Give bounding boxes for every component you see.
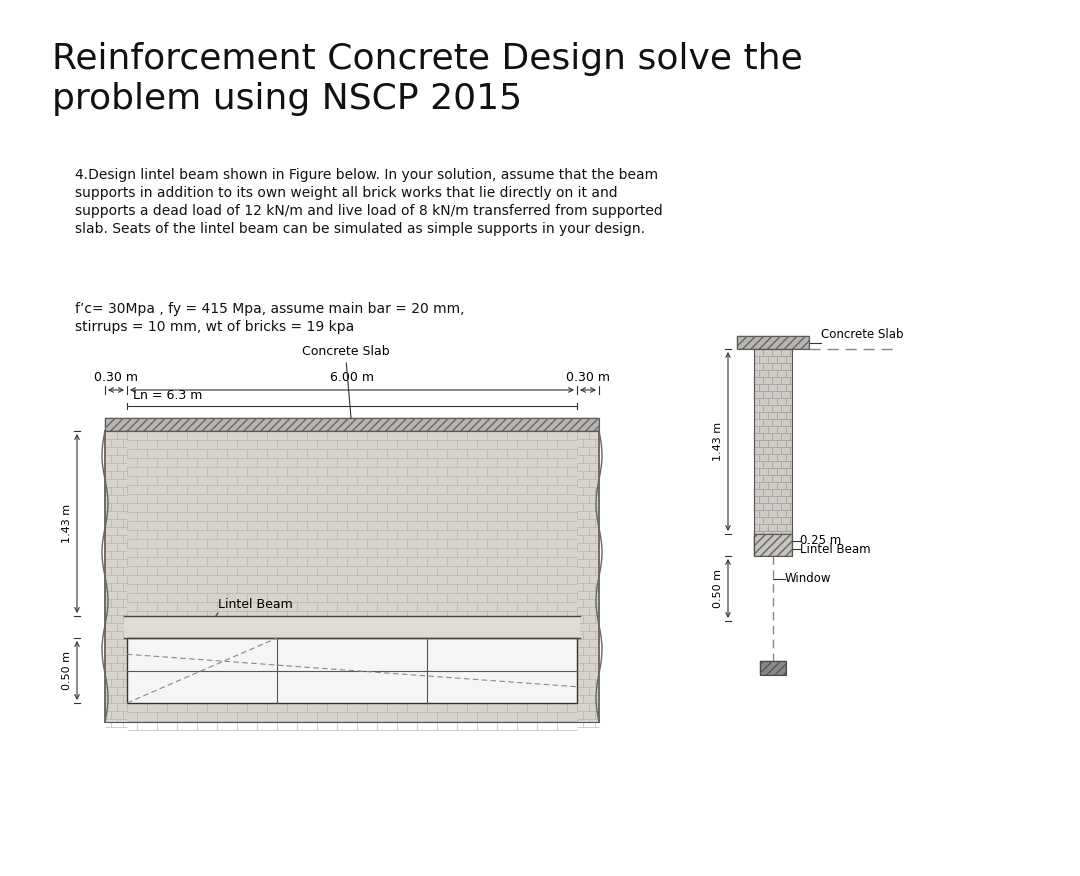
Text: supports a dead load of 12 kN/m and live load of 8 kN/m transferred from support: supports a dead load of 12 kN/m and live… — [75, 204, 663, 218]
Bar — [754, 534, 792, 556]
Text: Concrete Slab: Concrete Slab — [821, 328, 904, 341]
Bar — [754, 349, 792, 534]
Bar — [737, 336, 809, 349]
Text: 0.30 m: 0.30 m — [566, 371, 610, 384]
Text: Lintel Beam: Lintel Beam — [800, 543, 870, 556]
Text: stirrups = 10 mm, wt of bricks = 19 kpa: stirrups = 10 mm, wt of bricks = 19 kpa — [75, 320, 354, 334]
Text: Window: Window — [137, 649, 187, 662]
Bar — [105, 418, 599, 431]
Text: 0.50 m: 0.50 m — [62, 651, 72, 690]
Bar — [127, 638, 577, 703]
Text: 4.Design lintel beam shown in Figure below. In your solution, assume that the be: 4.Design lintel beam shown in Figure bel… — [75, 168, 658, 182]
Text: problem using NSCP 2015: problem using NSCP 2015 — [52, 82, 522, 116]
Bar — [577, 431, 599, 722]
Bar — [760, 661, 786, 675]
Text: 6.00 m: 6.00 m — [330, 371, 374, 384]
Text: Window: Window — [785, 572, 832, 585]
Text: Concrete Slab: Concrete Slab — [302, 345, 390, 358]
Bar — [760, 661, 786, 675]
Bar — [754, 534, 792, 556]
Bar — [105, 418, 599, 431]
Bar — [127, 431, 577, 616]
Text: f’c= 30Mpa , fy = 415 Mpa, assume main bar = 20 mm,: f’c= 30Mpa , fy = 415 Mpa, assume main b… — [75, 302, 464, 316]
Bar — [105, 431, 127, 722]
Text: 0.30 m: 0.30 m — [94, 371, 138, 384]
Text: slab. Seats of the lintel beam can be simulated as simple supports in your desig: slab. Seats of the lintel beam can be si… — [75, 222, 645, 236]
Bar — [737, 336, 809, 349]
Text: Ln = 6.3 m: Ln = 6.3 m — [133, 389, 202, 402]
Text: 0.50 m: 0.50 m — [713, 569, 723, 608]
Text: 1.43 m: 1.43 m — [713, 422, 723, 461]
Bar — [124, 616, 580, 638]
Text: supports in addition to its own weight all brick works that lie directly on it a: supports in addition to its own weight a… — [75, 186, 618, 200]
Bar — [127, 703, 577, 722]
Text: Reinforcement Concrete Design solve the: Reinforcement Concrete Design solve the — [52, 42, 802, 76]
Text: 0.25 m: 0.25 m — [800, 534, 841, 548]
Text: 1.43 m: 1.43 m — [62, 504, 72, 543]
Text: Lintel Beam: Lintel Beam — [218, 598, 293, 611]
